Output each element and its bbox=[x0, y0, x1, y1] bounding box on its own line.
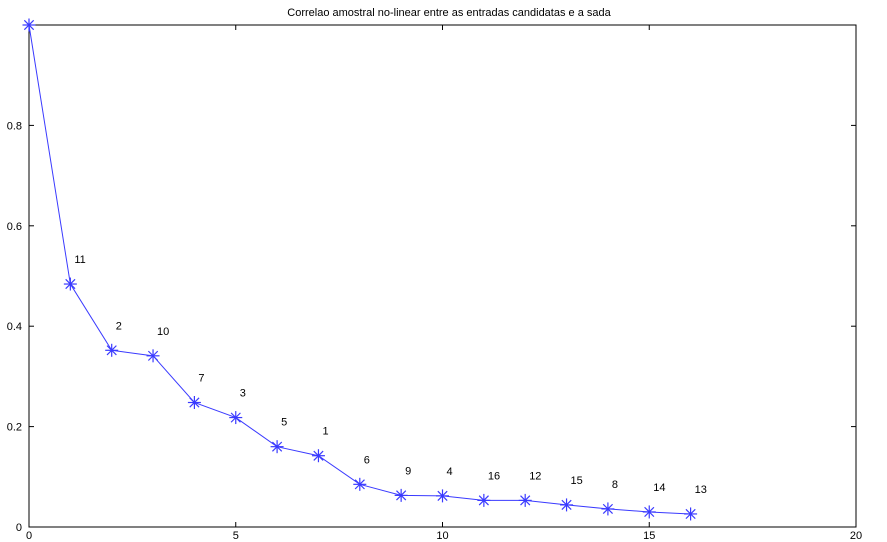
data-point bbox=[394, 488, 408, 502]
point-label: 12 bbox=[529, 470, 541, 482]
data-point bbox=[601, 502, 615, 516]
point-label: 14 bbox=[653, 482, 665, 494]
data-point bbox=[63, 277, 77, 291]
y-tick-label: 0.4 bbox=[7, 321, 22, 333]
point-label: 2 bbox=[116, 320, 122, 332]
data-point bbox=[518, 493, 532, 507]
point-label: 10 bbox=[157, 326, 169, 338]
point-label: 16 bbox=[488, 470, 500, 482]
point-label: 3 bbox=[240, 388, 246, 400]
y-tick-label: 0.8 bbox=[7, 120, 22, 132]
data-point bbox=[353, 477, 367, 491]
x-tick-label: 15 bbox=[643, 530, 655, 542]
data-point bbox=[146, 349, 160, 363]
data-point bbox=[105, 343, 119, 357]
point-label: 11 bbox=[74, 254, 85, 266]
data-point bbox=[560, 498, 574, 512]
point-label: 9 bbox=[405, 465, 411, 477]
data-point bbox=[684, 507, 698, 521]
point-label: 4 bbox=[447, 466, 453, 478]
plot-frame bbox=[28, 24, 857, 528]
point-label: 8 bbox=[612, 479, 618, 491]
y-tick-label: 0 bbox=[16, 522, 22, 534]
series-line bbox=[28, 24, 691, 515]
point-label: 15 bbox=[571, 475, 583, 487]
point-label: 1 bbox=[322, 426, 328, 438]
series-markers bbox=[22, 18, 698, 521]
x-tick-label: 5 bbox=[233, 530, 239, 542]
data-point bbox=[22, 18, 36, 32]
point-label: 7 bbox=[198, 373, 204, 385]
point-label: 5 bbox=[281, 417, 287, 429]
data-point bbox=[229, 411, 243, 425]
y-tick-label: 0.2 bbox=[7, 422, 22, 434]
data-point bbox=[311, 449, 325, 463]
data-point bbox=[187, 396, 201, 410]
x-tick-label: 0 bbox=[26, 530, 32, 542]
data-point bbox=[436, 489, 449, 503]
data-point bbox=[477, 493, 491, 507]
point-label: 13 bbox=[695, 484, 707, 496]
point-label: 6 bbox=[364, 454, 370, 466]
x-tick-label: 20 bbox=[850, 530, 862, 542]
y-tick-label: 0.6 bbox=[7, 221, 22, 233]
x-tick-label: 10 bbox=[436, 530, 448, 542]
data-point bbox=[642, 505, 656, 519]
chart-title: Correlao amostral no-linear entre as ent… bbox=[287, 7, 611, 19]
data-point bbox=[270, 440, 284, 454]
